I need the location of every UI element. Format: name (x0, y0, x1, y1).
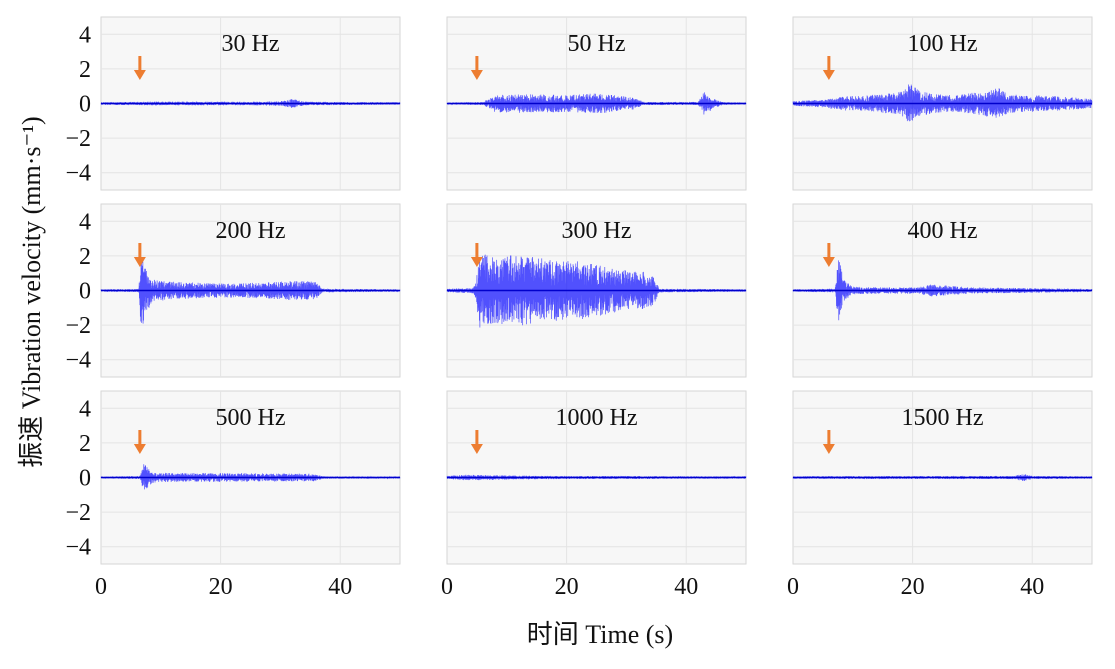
x-tick-label: 40 (1020, 574, 1044, 600)
y-tick-label: −4 (65, 535, 91, 561)
x-tick-label: 20 (555, 574, 579, 600)
onset-arrow (822, 56, 835, 80)
x-axis-label: 时间 Time (s) (527, 620, 673, 649)
panel-200hz: 200 Hz −4 −2 0 2 4 (65, 203, 401, 378)
panel-30hz: 30 Hz −4 −2 0 2 4 (65, 16, 401, 191)
x-tick-label: 40 (674, 574, 698, 600)
y-tick-label: −4 (65, 348, 91, 374)
y-tick-label: 4 (79, 396, 91, 422)
panel-title: 500 Hz (216, 405, 286, 431)
onset-arrow (470, 56, 483, 80)
y-tick-label: 0 (79, 92, 91, 118)
y-tick-label: 0 (79, 279, 91, 305)
panel-title: 1000 Hz (556, 405, 638, 431)
panel-title: 300 Hz (562, 218, 632, 244)
panel-300hz: 300 Hz (446, 203, 747, 378)
y-tick-label: 2 (79, 57, 91, 83)
x-tick-label: 20 (901, 574, 925, 600)
y-tick-label: 4 (79, 209, 91, 235)
onset-arrow (470, 243, 483, 267)
panel-1000hz: 1000 Hz 0 20 40 (441, 390, 747, 600)
onset-arrow (470, 430, 483, 454)
panel-title: 30 Hz (222, 31, 280, 57)
panel-title: 200 Hz (216, 218, 286, 244)
onset-arrow (822, 430, 835, 454)
onset-arrow (133, 56, 146, 80)
panel-1500hz: 1500 Hz 0 20 40 (787, 390, 1093, 600)
panel-50hz: 50 Hz (446, 16, 747, 191)
x-tick-label: 0 (787, 574, 799, 600)
panel-title: 100 Hz (908, 31, 978, 57)
x-tick-label: 0 (95, 574, 107, 600)
onset-arrow (822, 243, 835, 267)
y-axis-label: 振速 Vibration velocity (mm·s⁻¹) (17, 116, 46, 467)
x-tick-label: 40 (328, 574, 352, 600)
y-tick-label: −2 (65, 500, 91, 526)
y-tick-label: 2 (79, 431, 91, 457)
onset-arrow (133, 430, 146, 454)
y-tick-label: −4 (65, 161, 91, 187)
y-tick-label: −2 (65, 313, 91, 339)
x-tick-label: 0 (441, 574, 453, 600)
y-tick-label: 4 (79, 22, 91, 48)
panels-group: 30 Hz −4 −2 0 2 4 50 Hz 100 Hz 200 Hz −4 −2 0 2 4 300 … (65, 16, 1093, 600)
onset-arrow (133, 243, 146, 267)
panel-title: 400 Hz (908, 218, 978, 244)
x-tick-label: 20 (209, 574, 233, 600)
y-tick-label: 0 (79, 466, 91, 492)
panel-100hz: 100 Hz (792, 16, 1093, 191)
y-tick-label: −2 (65, 126, 91, 152)
panel-title: 50 Hz (568, 31, 626, 57)
panel-title: 1500 Hz (902, 405, 984, 431)
panel-400hz: 400 Hz (792, 203, 1093, 378)
y-tick-label: 2 (79, 244, 91, 270)
